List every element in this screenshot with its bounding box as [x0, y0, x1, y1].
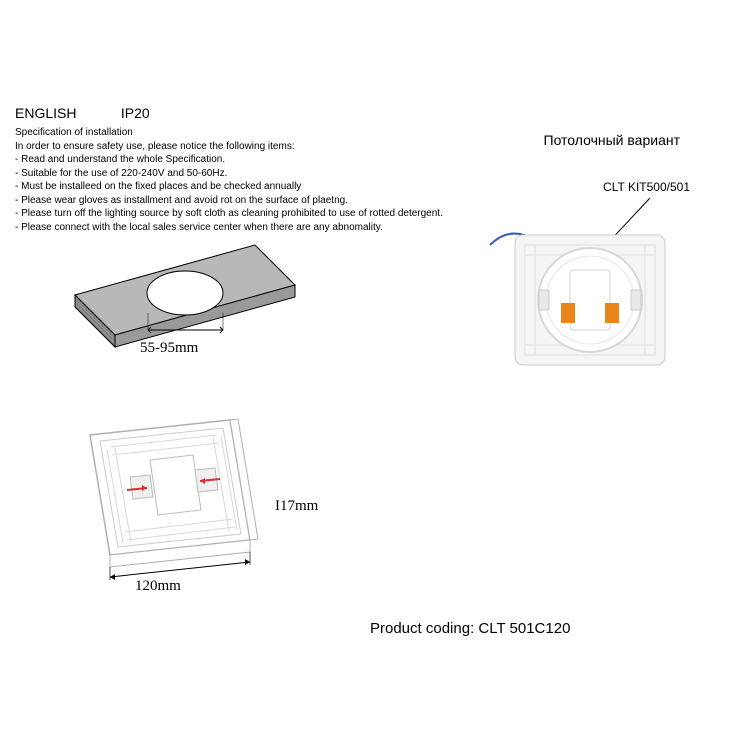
specification-block: Specification of installation In order t…: [15, 126, 443, 234]
product-coding: Product coding: CLT 501C120: [370, 620, 570, 637]
spec-item: - Please connect with the local sales se…: [15, 221, 443, 235]
height-dimension: I17mm: [275, 498, 318, 515]
mounting-photo: [485, 210, 685, 370]
spec-item: - Suitable for the use of 220-240V and 5…: [15, 167, 443, 181]
product-coding-label: Product coding:: [370, 620, 474, 637]
width-dimension: 120mm: [135, 578, 181, 595]
kit-label: CLT KIT500/501: [603, 180, 690, 194]
header: ENGLISH IP20: [15, 105, 150, 123]
fixture-back-diagram: [75, 405, 255, 575]
spec-item: - Please wear gloves as installment and …: [15, 194, 443, 208]
spec-title: Specification of installation: [15, 126, 443, 140]
hole-dimension: 55-95mm: [140, 340, 198, 357]
spec-item: - Must be installeed on the fixed places…: [15, 180, 443, 194]
language-label: ENGLISH: [15, 105, 76, 121]
spec-item: - Read and understand the whole Specific…: [15, 153, 443, 167]
spec-intro: In order to ensure safety use, please no…: [15, 140, 443, 154]
spec-item: - Please turn off the lighting source by…: [15, 207, 443, 221]
product-coding-value: CLT 501C120: [478, 620, 570, 637]
ip-rating: IP20: [121, 105, 150, 121]
russian-title: Потолочный вариант: [544, 132, 680, 148]
